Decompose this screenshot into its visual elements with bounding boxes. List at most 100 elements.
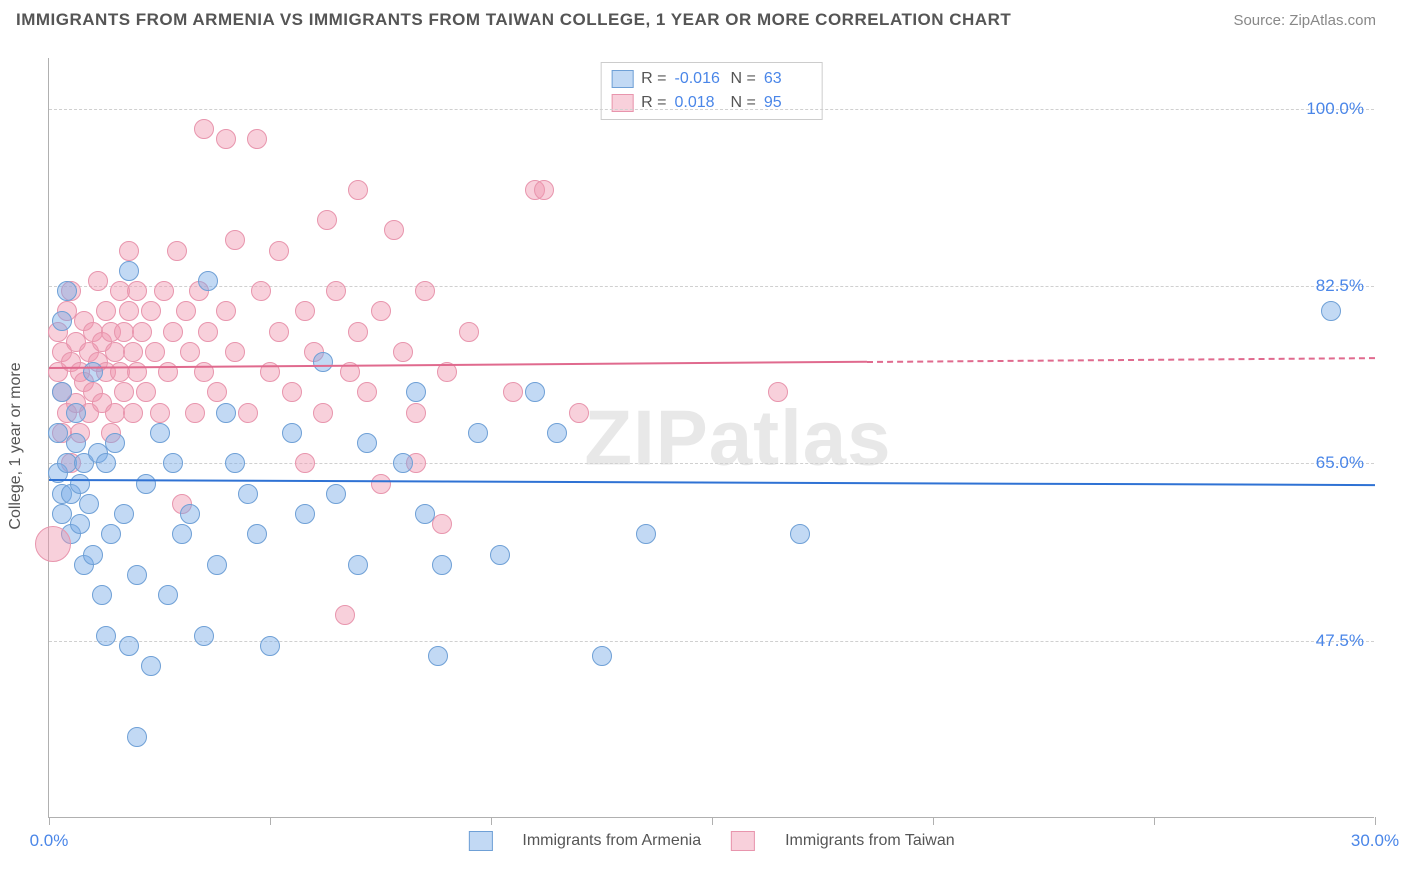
- y-tick-label: 100.0%: [1306, 99, 1364, 119]
- data-point-armenia: [198, 271, 218, 291]
- data-point-armenia: [260, 636, 280, 656]
- data-point-taiwan: [768, 382, 788, 402]
- data-point-taiwan: [167, 241, 187, 261]
- data-point-armenia: [114, 504, 134, 524]
- r-label: R =: [641, 91, 666, 115]
- data-point-armenia: [547, 423, 567, 443]
- data-point-armenia: [163, 453, 183, 473]
- stats-row-taiwan: R = 0.018 N = 95: [611, 91, 812, 115]
- x-tick: [712, 817, 713, 825]
- data-point-armenia: [57, 281, 77, 301]
- data-point-armenia: [525, 382, 545, 402]
- data-point-taiwan: [371, 474, 391, 494]
- data-point-armenia: [52, 382, 72, 402]
- data-point-armenia: [96, 626, 116, 646]
- data-point-armenia: [101, 524, 121, 544]
- swatch-icon: [731, 831, 755, 851]
- x-tick: [491, 817, 492, 825]
- data-point-armenia: [83, 362, 103, 382]
- data-point-armenia: [66, 433, 86, 453]
- data-point-taiwan: [348, 180, 368, 200]
- data-point-armenia: [1321, 301, 1341, 321]
- data-point-armenia: [238, 484, 258, 504]
- n-value: 95: [764, 91, 812, 115]
- data-point-taiwan: [150, 403, 170, 423]
- data-point-taiwan: [216, 129, 236, 149]
- data-point-taiwan: [127, 362, 147, 382]
- data-point-armenia: [592, 646, 612, 666]
- data-point-taiwan: [569, 403, 589, 423]
- data-point-taiwan: [269, 322, 289, 342]
- data-point-armenia: [313, 352, 333, 372]
- data-point-armenia: [393, 453, 413, 473]
- data-point-taiwan: [406, 403, 426, 423]
- data-point-armenia: [136, 474, 156, 494]
- data-point-armenia: [180, 504, 200, 524]
- data-point-armenia: [127, 565, 147, 585]
- data-point-armenia: [432, 555, 452, 575]
- data-point-taiwan: [247, 129, 267, 149]
- data-point-armenia: [105, 433, 125, 453]
- data-point-taiwan: [163, 322, 183, 342]
- data-point-taiwan: [180, 342, 200, 362]
- data-point-armenia: [247, 524, 267, 544]
- data-point-armenia: [216, 403, 236, 423]
- data-point-armenia: [79, 494, 99, 514]
- gridline: [49, 463, 1374, 464]
- data-point-armenia: [52, 311, 72, 331]
- data-point-taiwan: [88, 271, 108, 291]
- data-point-taiwan: [269, 241, 289, 261]
- r-label: R =: [641, 67, 666, 91]
- data-point-armenia: [92, 585, 112, 605]
- data-point-taiwan: [238, 403, 258, 423]
- x-tick: [933, 817, 934, 825]
- stats-legend: R = -0.016 N = 63 R = 0.018 N = 95: [600, 62, 823, 120]
- data-point-taiwan: [132, 322, 152, 342]
- data-point-armenia: [428, 646, 448, 666]
- data-point-taiwan: [216, 301, 236, 321]
- data-point-taiwan: [96, 301, 116, 321]
- data-point-taiwan: [225, 230, 245, 250]
- data-point-taiwan: [141, 301, 161, 321]
- data-point-taiwan: [176, 301, 196, 321]
- trend-line-dash-taiwan: [867, 357, 1375, 363]
- data-point-taiwan: [348, 322, 368, 342]
- legend-label: Immigrants from Armenia: [522, 832, 701, 850]
- data-point-armenia: [141, 656, 161, 676]
- data-point-taiwan: [123, 342, 143, 362]
- x-tick: [1154, 817, 1155, 825]
- data-point-taiwan: [198, 322, 218, 342]
- data-point-armenia: [207, 555, 227, 575]
- data-point-taiwan: [371, 301, 391, 321]
- data-point-armenia: [194, 626, 214, 646]
- data-point-armenia: [282, 423, 302, 443]
- n-value: 63: [764, 67, 812, 91]
- data-point-taiwan: [459, 322, 479, 342]
- data-point-armenia: [225, 453, 245, 473]
- data-point-taiwan: [282, 382, 302, 402]
- data-point-taiwan: [326, 281, 346, 301]
- data-point-armenia: [150, 423, 170, 443]
- swatch-icon: [611, 70, 633, 88]
- data-point-taiwan: [317, 210, 337, 230]
- data-point-armenia: [326, 484, 346, 504]
- data-point-taiwan: [114, 382, 134, 402]
- n-label: N =: [731, 67, 756, 91]
- y-tick-label: 65.0%: [1316, 453, 1364, 473]
- chart-title: IMMIGRANTS FROM ARMENIA VS IMMIGRANTS FR…: [16, 10, 1011, 30]
- data-point-taiwan: [295, 301, 315, 321]
- data-point-armenia: [790, 524, 810, 544]
- gridline: [49, 286, 1374, 287]
- data-point-taiwan: [123, 403, 143, 423]
- data-point-armenia: [70, 474, 90, 494]
- y-tick-label: 47.5%: [1316, 631, 1364, 651]
- data-point-armenia: [83, 545, 103, 565]
- x-tick-label: 0.0%: [30, 831, 69, 851]
- data-point-armenia: [468, 423, 488, 443]
- data-point-taiwan: [145, 342, 165, 362]
- data-point-taiwan: [503, 382, 523, 402]
- data-point-taiwan: [154, 281, 174, 301]
- data-point-taiwan: [207, 382, 227, 402]
- data-point-taiwan: [185, 403, 205, 423]
- data-point-taiwan: [251, 281, 271, 301]
